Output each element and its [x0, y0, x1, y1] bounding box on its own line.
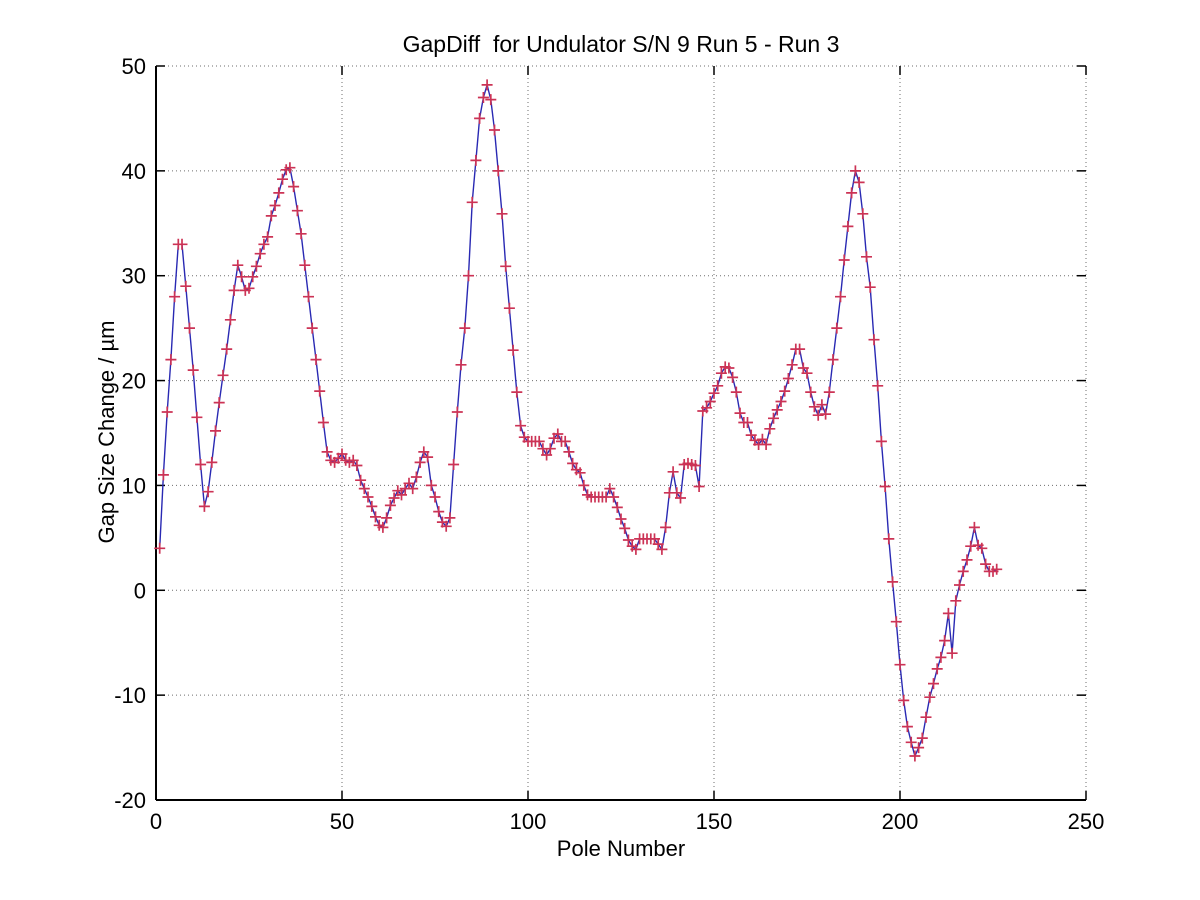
y-tick-label-20: 20	[122, 369, 146, 394]
x-tick-label-150: 150	[696, 809, 733, 834]
chart-title: GapDiff for Undulator S/N 9 Run 5 - Run …	[402, 31, 840, 57]
x-tick-label-0: 0	[150, 809, 162, 834]
x-tick-label-100: 100	[510, 809, 547, 834]
y-tick-label-30: 30	[122, 264, 146, 289]
data-line	[159, 82, 998, 759]
x-tick-label-250: 250	[1068, 809, 1105, 834]
y-tick-label-50: 50	[122, 54, 146, 79]
y-tick-label-40: 40	[122, 159, 146, 184]
x-tick-label-200: 200	[882, 809, 919, 834]
data-markers	[154, 79, 1003, 762]
y-tick-label--20: -20	[114, 788, 146, 813]
y-tick-label-10: 10	[122, 473, 146, 498]
y-tick-label--10: -10	[114, 683, 146, 708]
y-axis-label: Gap Size Change / µm	[94, 320, 119, 544]
y-tick-label-0: 0	[134, 578, 146, 603]
x-tick-label-50: 50	[330, 809, 354, 834]
x-axis-label: Pole Number	[556, 836, 686, 861]
